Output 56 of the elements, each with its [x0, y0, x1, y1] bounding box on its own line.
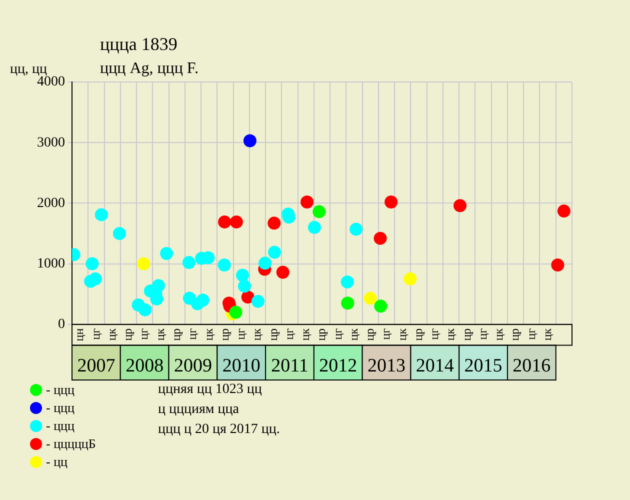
- x-tick-label: 2012: [319, 356, 358, 377]
- text: ццняя цц 1023 цц: [158, 382, 263, 398]
- text: цг: [136, 328, 151, 340]
- text: цг: [475, 328, 490, 340]
- text: ц ццциям цца: [158, 402, 240, 418]
- x-tick-label: 2014: [416, 356, 454, 377]
- text: цр: [459, 328, 474, 341]
- y-tick-label: 3000: [37, 135, 65, 150]
- x-tick-label: 2013: [368, 356, 406, 377]
- text: цк: [152, 328, 167, 341]
- text: цр: [508, 328, 522, 341]
- text: цк: [394, 328, 409, 341]
- text: ццц ц 20 ця 2017 цц.: [158, 422, 280, 438]
- text: цр: [120, 328, 135, 341]
- text: цг: [378, 328, 393, 340]
- text: цн: [72, 328, 86, 342]
- x-tick-label: 2011: [271, 356, 308, 377]
- legend-label: - ццц: [46, 382, 74, 398]
- x-tick-label: 2010: [222, 356, 260, 377]
- legend-label: - ццц: [46, 418, 74, 434]
- x-tick-label: 2009: [174, 356, 212, 377]
- text: цр: [266, 328, 280, 341]
- text: цк: [298, 328, 312, 341]
- text: цр: [410, 328, 425, 341]
- text: цк: [250, 328, 264, 341]
- legend-label: - ццц: [46, 400, 74, 416]
- y-tick-label: 1000: [37, 256, 65, 272]
- text: цг: [524, 328, 538, 340]
- text: цг: [427, 328, 442, 340]
- text: цг: [282, 328, 296, 340]
- text: цк: [443, 328, 458, 341]
- text: цр: [314, 328, 328, 341]
- x-tick-label: 2016: [512, 356, 551, 377]
- text: цг: [185, 328, 200, 340]
- chart-title: ццца 1839: [100, 34, 178, 54]
- y-tick-label: 4000: [37, 74, 65, 90]
- text: цк: [104, 328, 118, 341]
- y-tick-label: 2000: [37, 196, 65, 211]
- text: цк: [346, 328, 360, 341]
- x-tick-label: 2015: [464, 356, 502, 377]
- text: цг: [234, 328, 248, 340]
- legend-label: - цццццБ: [46, 436, 96, 452]
- x-tick-label: 2007: [77, 356, 116, 377]
- y-axis-title: цц, цц: [10, 62, 48, 77]
- legend-label: - цц: [46, 454, 68, 470]
- y-tick-label: 0: [58, 317, 65, 332]
- text: цк: [201, 328, 216, 341]
- chart-subtitle: ццц Ag, ццц F.: [100, 60, 199, 77]
- text: цр: [362, 328, 377, 341]
- text: цр: [168, 328, 183, 341]
- x-tick-label: 2008: [126, 356, 164, 377]
- text: цк: [540, 328, 554, 341]
- text: цр: [217, 328, 232, 341]
- text: цг: [88, 328, 102, 340]
- text: цк: [492, 328, 506, 341]
- text: цг: [330, 328, 344, 340]
